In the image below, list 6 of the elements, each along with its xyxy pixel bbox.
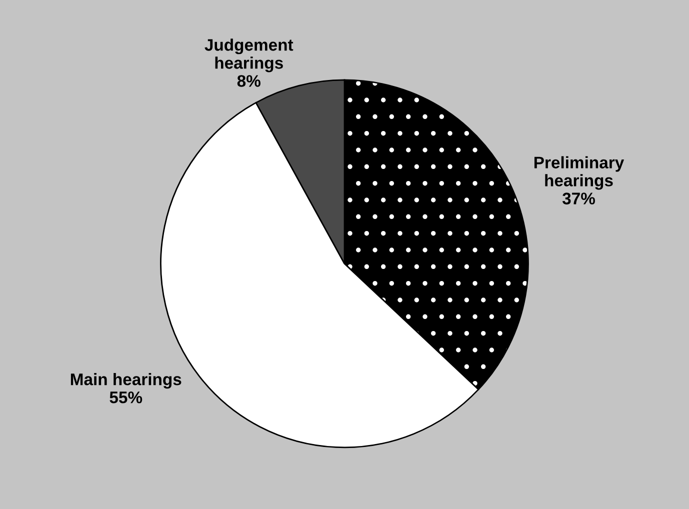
- slice-label: Main hearings: [70, 373, 182, 389]
- data-label: 37%: [562, 192, 595, 204]
- slice-label: Preliminary hearings: [534, 156, 624, 190]
- slice-label: Judgement hearings: [204, 38, 294, 72]
- data-label: 55%: [110, 392, 142, 404]
- data-label: 8%: [237, 75, 260, 87]
